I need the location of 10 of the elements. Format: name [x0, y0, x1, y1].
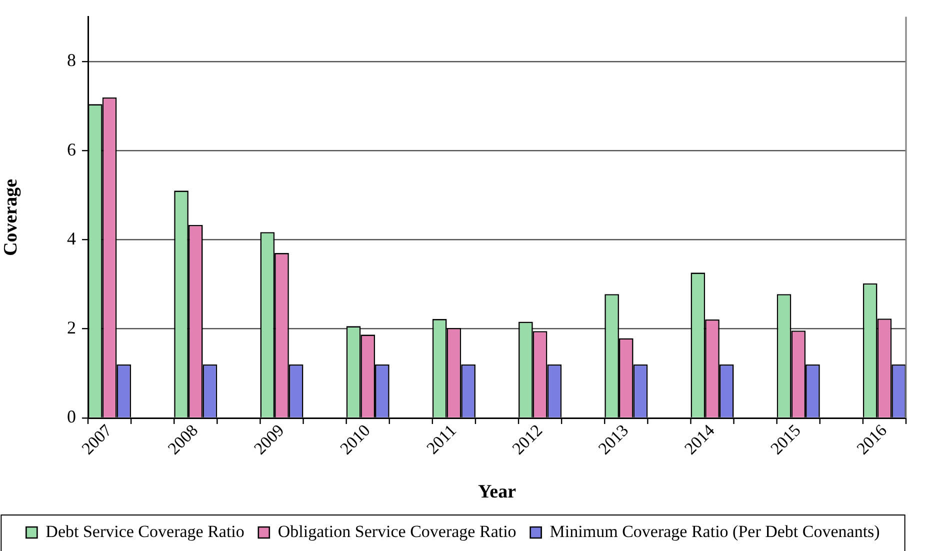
legend-label: Minimum Coverage Ratio (Per Debt Covenants) — [550, 522, 880, 541]
y-tick-label: 8 — [67, 50, 76, 70]
legend-label: Obligation Service Coverage Ratio — [278, 522, 516, 541]
x-axis-title: Year — [478, 482, 517, 503]
y-tick-label: 2 — [67, 318, 76, 338]
legend-label: Debt Service Coverage Ratio — [46, 522, 244, 541]
y-tick-label: 6 — [67, 139, 76, 160]
y-tick-label: 0 — [67, 406, 76, 427]
y-tick-label: 4 — [67, 228, 76, 248]
y-axis-title: Coverage — [0, 178, 22, 256]
